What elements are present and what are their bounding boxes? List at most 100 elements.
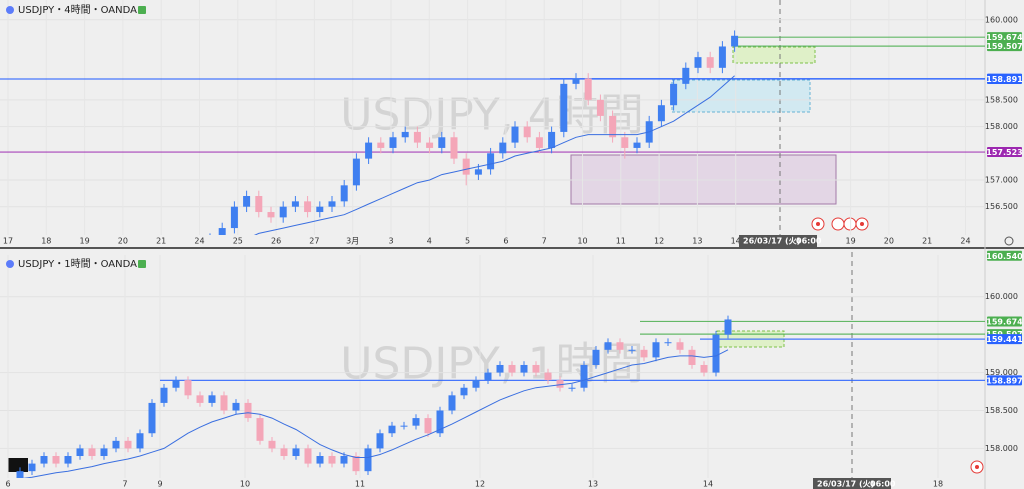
candle-body — [196, 395, 204, 403]
candle-body — [621, 137, 629, 148]
y-tick-label: 158.000 — [985, 444, 1018, 453]
symbol-icon — [6, 6, 14, 14]
price-badge — [987, 250, 1022, 261]
price-badge — [987, 32, 1022, 43]
candle-body — [700, 364, 708, 373]
x-tick-label: 6 — [503, 237, 508, 246]
x-tick-label: 27 — [309, 237, 319, 246]
event-icon[interactable] — [843, 217, 857, 231]
price-badge — [987, 375, 1022, 386]
x-tick-label: 11 — [616, 237, 626, 246]
candle-body — [426, 142, 434, 148]
candle-body — [256, 418, 264, 441]
x-tick-label: 24 — [960, 237, 970, 246]
y-tick-label: 160.000 — [985, 15, 1018, 24]
candle-body — [448, 395, 456, 411]
date-badge — [739, 235, 817, 247]
y-tick-label: 156.500 — [985, 202, 1018, 211]
candle-body — [694, 57, 702, 68]
settings-icon[interactable] — [1004, 236, 1014, 246]
candle-body — [304, 201, 312, 213]
candle-body — [365, 142, 373, 159]
price-badge-label: 159.507 — [986, 42, 1022, 51]
x-tick-label: 21 — [922, 237, 932, 246]
x-tick-label: 21 — [156, 237, 166, 246]
candle-body — [548, 131, 556, 148]
event-icon-dot — [860, 222, 864, 226]
candle-body — [652, 342, 660, 358]
date-badge-time: 06:00 — [796, 237, 822, 246]
market-status — [138, 6, 146, 14]
candle-body — [184, 380, 192, 396]
candle-body — [328, 456, 336, 464]
candle-body — [412, 418, 420, 426]
x-tick-label: 7 — [122, 480, 127, 489]
y-tick-label: 160.000 — [985, 292, 1018, 301]
y-tick-label: 159.000 — [985, 368, 1018, 377]
x-tick-label: 9 — [157, 480, 162, 489]
candle-body — [64, 456, 72, 464]
price-badge — [987, 73, 1022, 84]
x-tick-label: 5 — [465, 237, 470, 246]
zone-box — [671, 79, 811, 113]
candle-body — [136, 433, 144, 449]
event-icon[interactable] — [831, 217, 845, 231]
candle-body — [688, 349, 696, 365]
event-icon-dot — [975, 465, 979, 469]
price-badge-label: 157.523 — [986, 148, 1022, 157]
symbol-icon — [6, 260, 14, 268]
candle-body — [208, 395, 216, 403]
moving-average — [22, 349, 729, 478]
x-tick-label: 14 — [703, 480, 713, 489]
x-tick-label: 6 — [5, 480, 10, 489]
x-tick-label: 18 — [933, 480, 943, 489]
candle-body — [28, 463, 36, 472]
x-tick-label: 19 — [846, 237, 856, 246]
x-tick-label: 3 — [388, 237, 393, 246]
candle-body — [484, 372, 492, 381]
candle-body — [88, 448, 96, 457]
candle-body — [352, 456, 360, 472]
x-tick-label: 25 — [233, 237, 243, 246]
candle-body — [535, 137, 543, 148]
candle-body — [628, 349, 636, 351]
candle-body — [244, 402, 252, 419]
x-tick-label: 3月 — [346, 237, 359, 246]
candle-body — [438, 137, 446, 148]
candle-body — [572, 78, 580, 84]
candle-body — [267, 212, 275, 218]
candle-body — [279, 206, 287, 218]
candle-body — [40, 456, 48, 464]
candle-body — [280, 448, 288, 457]
candle-body — [568, 387, 576, 389]
candle-body — [523, 126, 531, 138]
x-tick-label: 12 — [654, 237, 664, 246]
candle-body — [255, 196, 263, 213]
candle-body — [496, 364, 504, 373]
x-tick-label: 24 — [194, 237, 204, 246]
candle-body — [664, 342, 672, 344]
candle-body — [388, 425, 396, 434]
candle-body — [52, 456, 60, 464]
candle-body — [670, 83, 678, 106]
candle-body — [316, 206, 324, 213]
candle-body — [718, 46, 726, 68]
x-tick-label: 26 — [271, 237, 281, 246]
pane: USDJPY, 1時間 — [0, 255, 985, 478]
candle-body — [124, 440, 132, 449]
candle-body — [604, 342, 612, 350]
candle-body — [340, 185, 348, 202]
x-tick-label: 18 — [41, 237, 51, 246]
candle-body — [657, 105, 665, 122]
candle-body — [232, 402, 240, 411]
price-badge — [987, 41, 1022, 52]
x-tick-label: 12 — [475, 480, 485, 489]
candle-body — [474, 169, 482, 175]
candle-body — [292, 448, 300, 457]
candle-body — [160, 387, 168, 403]
date-badge-label: 26/03/17 (火) — [743, 237, 800, 246]
moving-average — [253, 75, 735, 235]
date-badge — [813, 478, 891, 489]
